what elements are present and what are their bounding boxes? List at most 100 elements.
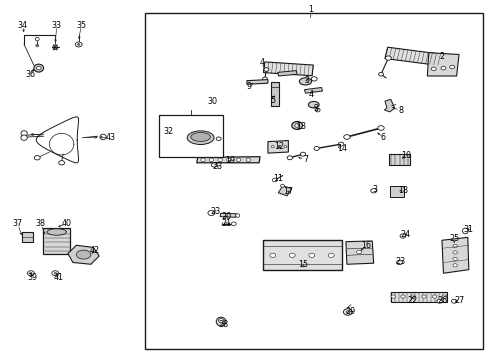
Text: 30: 30 xyxy=(207,96,217,105)
Text: 4: 4 xyxy=(308,90,313,99)
Text: 32: 32 xyxy=(163,127,174,136)
Ellipse shape xyxy=(207,211,214,216)
Polygon shape xyxy=(417,51,419,63)
Text: 43: 43 xyxy=(105,133,115,142)
Text: 5: 5 xyxy=(270,96,275,105)
Ellipse shape xyxy=(399,234,405,238)
Text: 4: 4 xyxy=(260,58,264,67)
Ellipse shape xyxy=(370,189,376,193)
Ellipse shape xyxy=(52,271,59,276)
Ellipse shape xyxy=(35,37,39,41)
Ellipse shape xyxy=(294,124,299,127)
Text: 33: 33 xyxy=(52,21,61,30)
Polygon shape xyxy=(311,65,313,76)
Ellipse shape xyxy=(378,72,383,76)
Ellipse shape xyxy=(284,145,286,148)
Polygon shape xyxy=(345,241,373,264)
Ellipse shape xyxy=(452,264,456,267)
Polygon shape xyxy=(429,53,431,64)
Ellipse shape xyxy=(286,156,292,160)
Ellipse shape xyxy=(201,158,205,162)
Polygon shape xyxy=(279,63,280,74)
Polygon shape xyxy=(384,47,387,59)
Ellipse shape xyxy=(452,257,456,261)
Ellipse shape xyxy=(430,67,435,71)
Ellipse shape xyxy=(410,295,414,298)
Ellipse shape xyxy=(452,244,456,248)
Ellipse shape xyxy=(440,66,445,70)
Ellipse shape xyxy=(343,135,349,139)
Ellipse shape xyxy=(315,108,320,112)
Ellipse shape xyxy=(216,317,225,326)
Text: 2: 2 xyxy=(439,52,444,61)
Text: 36: 36 xyxy=(25,71,35,80)
Ellipse shape xyxy=(36,66,41,70)
Ellipse shape xyxy=(441,295,446,298)
Polygon shape xyxy=(392,48,395,59)
Text: 17: 17 xyxy=(283,187,293,196)
Ellipse shape xyxy=(328,253,333,257)
Text: 35: 35 xyxy=(76,21,86,30)
Ellipse shape xyxy=(338,142,343,146)
Bar xyxy=(384,47,440,66)
Text: 38: 38 xyxy=(36,219,45,228)
Polygon shape xyxy=(271,62,272,73)
Ellipse shape xyxy=(53,45,58,49)
Polygon shape xyxy=(287,63,288,74)
Ellipse shape xyxy=(34,64,43,72)
Bar xyxy=(390,292,446,302)
Polygon shape xyxy=(275,63,276,73)
Ellipse shape xyxy=(311,77,317,81)
Ellipse shape xyxy=(299,78,311,85)
Ellipse shape xyxy=(280,184,284,187)
Ellipse shape xyxy=(262,77,267,81)
Polygon shape xyxy=(408,50,411,62)
Polygon shape xyxy=(437,54,440,66)
Polygon shape xyxy=(68,245,99,264)
Bar xyxy=(271,82,279,105)
Ellipse shape xyxy=(396,260,402,265)
Polygon shape xyxy=(299,64,301,75)
Polygon shape xyxy=(263,62,264,73)
Ellipse shape xyxy=(462,228,468,234)
Polygon shape xyxy=(304,87,322,93)
Polygon shape xyxy=(263,240,341,270)
Polygon shape xyxy=(412,51,415,62)
Polygon shape xyxy=(384,99,394,112)
Text: 22: 22 xyxy=(407,296,417,305)
Ellipse shape xyxy=(75,42,82,47)
Ellipse shape xyxy=(218,319,223,323)
Ellipse shape xyxy=(59,161,64,165)
Ellipse shape xyxy=(245,158,250,162)
Polygon shape xyxy=(400,49,403,60)
Bar xyxy=(22,231,33,242)
Bar xyxy=(278,186,291,196)
Ellipse shape xyxy=(190,132,210,141)
Polygon shape xyxy=(396,49,399,60)
Ellipse shape xyxy=(27,271,34,276)
Polygon shape xyxy=(421,52,424,63)
Ellipse shape xyxy=(76,250,91,259)
Text: 24: 24 xyxy=(400,230,409,239)
Text: 3: 3 xyxy=(304,76,308,85)
Text: 37: 37 xyxy=(13,219,23,228)
Text: 3: 3 xyxy=(313,104,318,113)
Text: 7: 7 xyxy=(302,155,307,164)
Ellipse shape xyxy=(218,158,222,162)
Ellipse shape xyxy=(226,158,231,162)
Ellipse shape xyxy=(385,56,390,60)
Ellipse shape xyxy=(449,65,454,69)
Polygon shape xyxy=(220,213,236,217)
Ellipse shape xyxy=(209,158,213,162)
Text: 8: 8 xyxy=(397,106,402,115)
Polygon shape xyxy=(405,50,407,61)
Polygon shape xyxy=(267,140,288,153)
Ellipse shape xyxy=(269,253,275,257)
Text: 3: 3 xyxy=(372,185,377,194)
Ellipse shape xyxy=(235,214,239,217)
Ellipse shape xyxy=(211,163,217,167)
Text: 16: 16 xyxy=(361,241,371,250)
Ellipse shape xyxy=(34,156,40,160)
Polygon shape xyxy=(427,53,458,76)
Polygon shape xyxy=(388,48,391,59)
